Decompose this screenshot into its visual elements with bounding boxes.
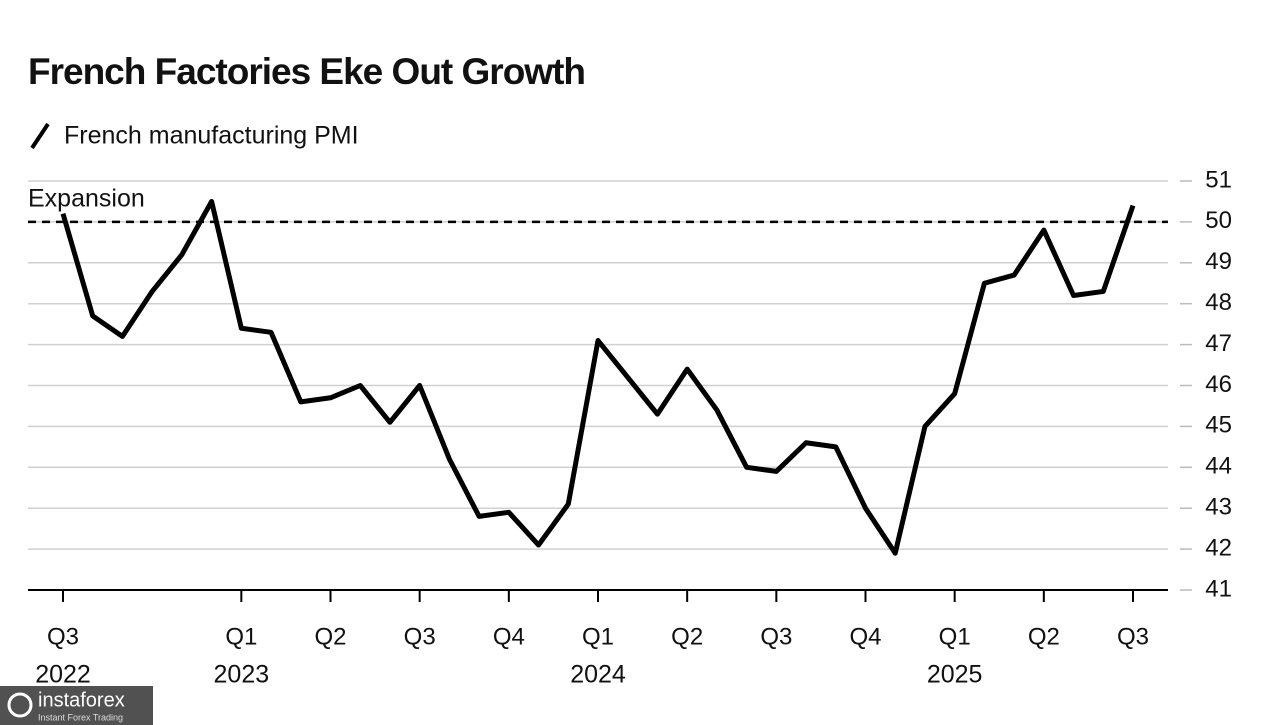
x-tick-label: Q4 xyxy=(849,623,881,650)
y-tick-label: 41 xyxy=(1205,575,1232,602)
watermark-tagline: Instant Forex Trading xyxy=(38,712,123,722)
y-tick-label: 44 xyxy=(1205,453,1232,480)
x-year-label: 2022 xyxy=(35,661,91,689)
y-tick-label: 50 xyxy=(1205,207,1232,234)
x-tick-label: Q1 xyxy=(939,623,971,650)
y-tick-label: 49 xyxy=(1205,248,1232,275)
y-tick-label: 45 xyxy=(1205,412,1232,439)
y-tick-label: 51 xyxy=(1205,166,1232,193)
x-tick-label: Q3 xyxy=(760,623,792,650)
watermark-icon xyxy=(7,692,33,718)
x-year-label: 2024 xyxy=(570,661,626,689)
reference-label: Expansion xyxy=(28,185,145,213)
x-tick-label: Q1 xyxy=(582,623,614,650)
x-year-label: 2023 xyxy=(214,661,270,689)
y-tick-label: 43 xyxy=(1205,494,1232,521)
x-tick-label: Q3 xyxy=(404,623,436,650)
x-tick-label: Q2 xyxy=(671,623,703,650)
x-tick-label: Q2 xyxy=(1028,623,1060,650)
y-tick-label: 42 xyxy=(1205,534,1232,561)
x-tick-label: Q1 xyxy=(225,623,257,650)
x-tick-label: Q3 xyxy=(47,623,79,650)
watermark-name: instaforex xyxy=(38,689,125,711)
chart-title: French Factories Eke Out Growth xyxy=(28,51,585,92)
x-year-label: 2025 xyxy=(927,661,983,689)
y-tick-label: 48 xyxy=(1205,289,1232,316)
legend-icon xyxy=(30,122,50,150)
watermark: instaforex Instant Forex Trading xyxy=(0,686,153,725)
x-tick-label: Q3 xyxy=(1117,623,1149,650)
legend-label: French manufacturing PMI xyxy=(64,122,359,150)
x-tick-label: Q2 xyxy=(314,623,346,650)
line-series xyxy=(60,198,1136,556)
watermark-bg xyxy=(0,686,153,725)
y-tick-label: 47 xyxy=(1205,330,1232,357)
y-tick-label: 46 xyxy=(1205,371,1232,398)
x-tick-label: Q4 xyxy=(493,623,525,650)
